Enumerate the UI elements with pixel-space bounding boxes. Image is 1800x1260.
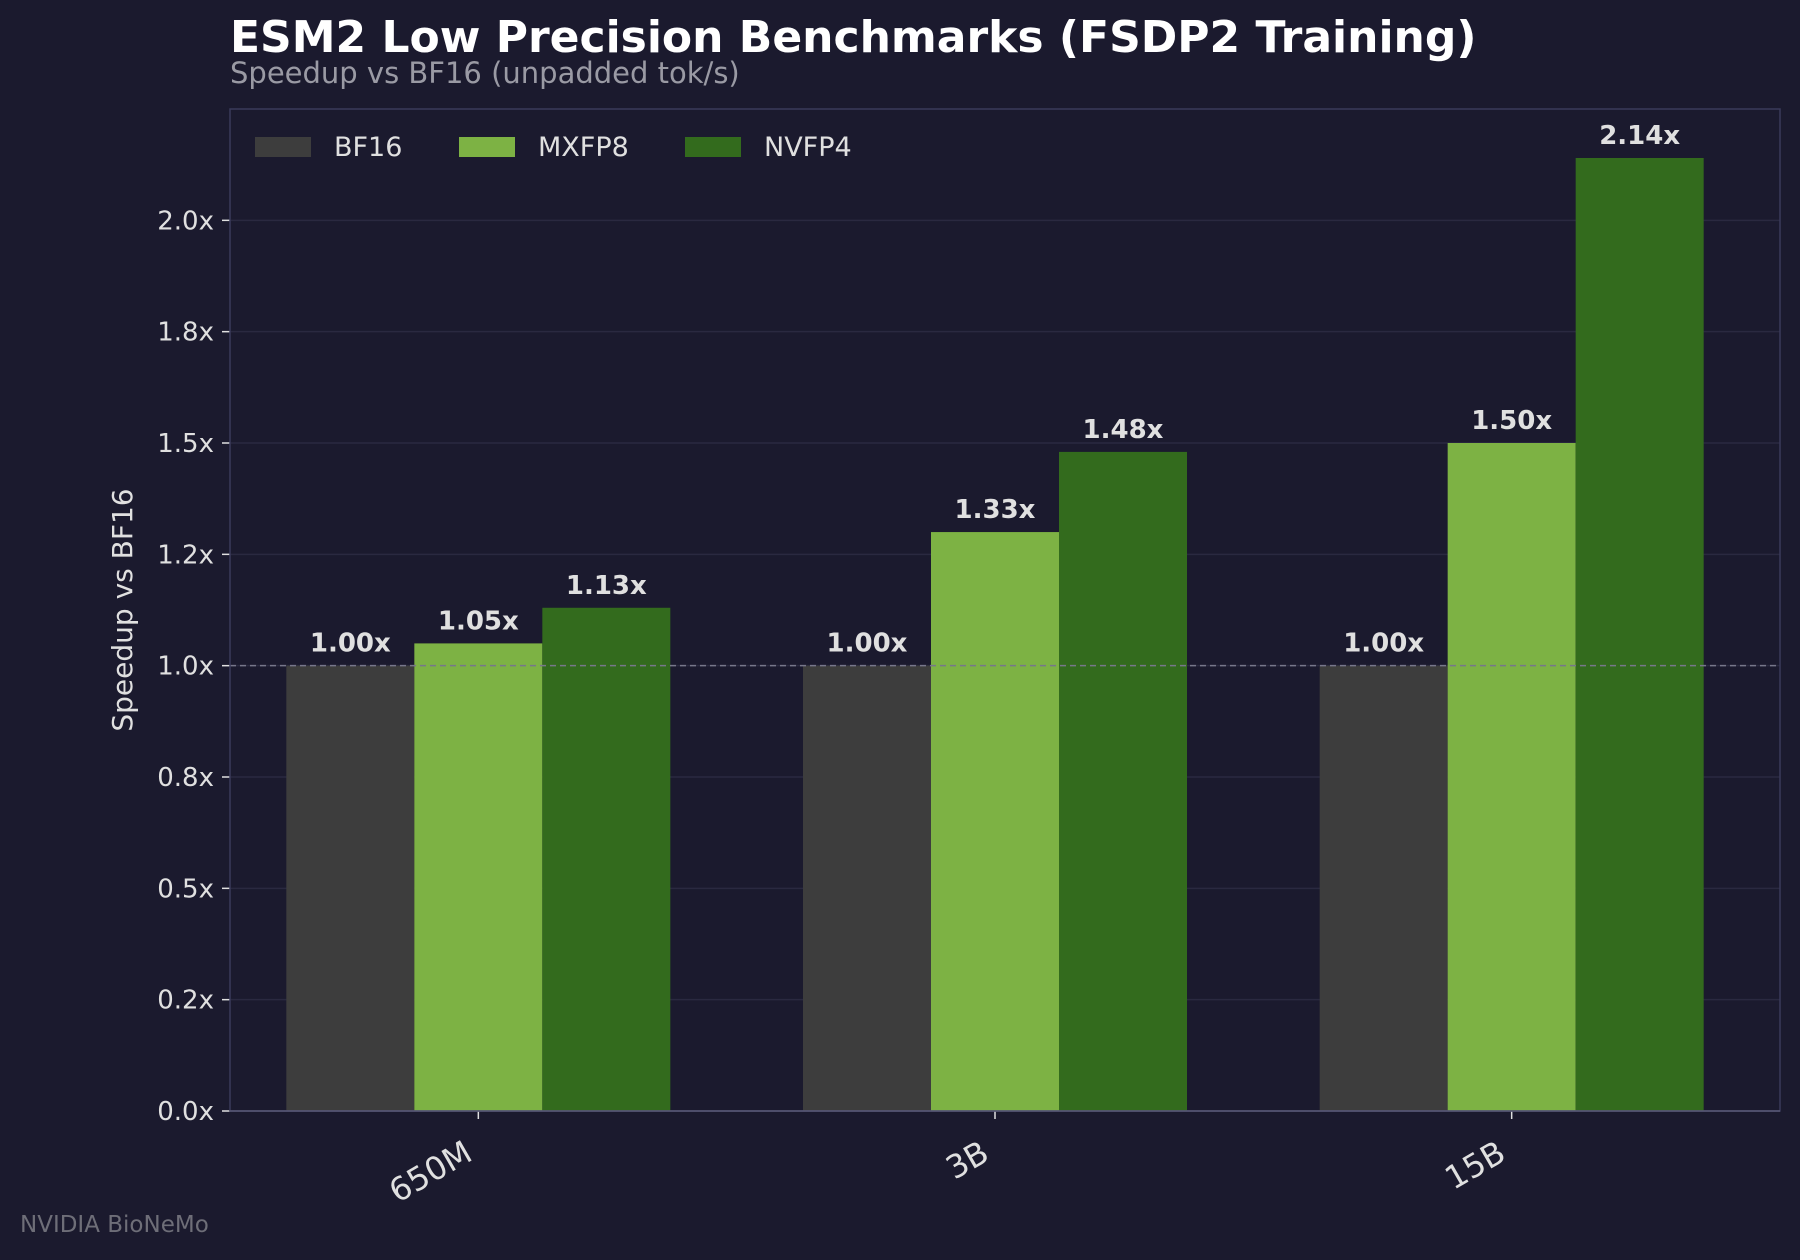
data-label: 1.00x [1343, 629, 1424, 659]
chart-title: ESM2 Low Precision Benchmarks (FSDP2 Tra… [230, 12, 1477, 63]
bar-bf16-3b [803, 665, 931, 1111]
data-label: 2.14x [1599, 121, 1680, 151]
y-tick-label: 0.2x [157, 986, 214, 1016]
y-tick-label: 2.0x [157, 206, 214, 236]
data-label: 1.05x [438, 606, 519, 636]
x-tick-label: 15B [1438, 1133, 1511, 1197]
y-tick-label: 1.0x [157, 652, 214, 682]
y-tick-label: 1.8x [157, 318, 214, 348]
y-tick-label: 1.5x [157, 429, 214, 459]
bar-mxfp8-15b [1447, 443, 1576, 1111]
data-label: 1.00x [310, 629, 391, 659]
y-tick-label: 0.5x [157, 874, 214, 904]
legend-swatch-bf16 [255, 137, 311, 157]
bar-nvfp4-15b [1575, 157, 1704, 1111]
data-label: 1.50x [1471, 406, 1552, 436]
y-tick-label: 0.0x [157, 1097, 214, 1127]
x-tick-label: 650M [383, 1133, 479, 1210]
legend: BF16 MXFP8 NVFP4 [255, 132, 852, 163]
data-labels: 1.00x 1.05x 1.13x 1.00x 1.33x 1.48x 1.00x 1.50x… [310, 121, 1680, 659]
watermark: NVIDIA BioNeMo [20, 1212, 209, 1238]
data-label: 1.33x [955, 495, 1036, 525]
data-label: 1.13x [566, 571, 647, 601]
legend-label-nvfp4: NVFP4 [764, 132, 852, 163]
axes: 0.0x 0.2x 0.5x 0.8x 1.0x 1.2x 1.5x 1.8x 2.0x 650M… [106, 108, 1781, 1210]
data-label: 1.48x [1083, 415, 1164, 445]
bar-bf16-15b [1319, 665, 1448, 1111]
bar-nvfp4-3b [1059, 451, 1187, 1111]
bars [286, 157, 1704, 1111]
x-tick-label: 3B [939, 1133, 995, 1187]
legend-swatch-nvfp4 [685, 137, 741, 157]
legend-label-bf16: BF16 [334, 132, 402, 163]
bar-mxfp8-3b [931, 532, 1059, 1111]
chart-subtitle: Speedup vs BF16 (unpadded tok/s) [230, 56, 740, 90]
bar-mxfp8-650m [414, 643, 543, 1111]
bar-bf16-650m [286, 665, 415, 1111]
y-tick-label: 1.2x [157, 540, 214, 570]
legend-swatch-mxfp8 [459, 137, 515, 157]
data-label: 1.00x [827, 629, 908, 659]
legend-label-mxfp8: MXFP8 [538, 132, 629, 163]
y-tick-label: 0.8x [157, 763, 214, 793]
y-axis-label: Speedup vs BF16 [106, 488, 139, 731]
bar-nvfp4-650m [542, 607, 671, 1111]
